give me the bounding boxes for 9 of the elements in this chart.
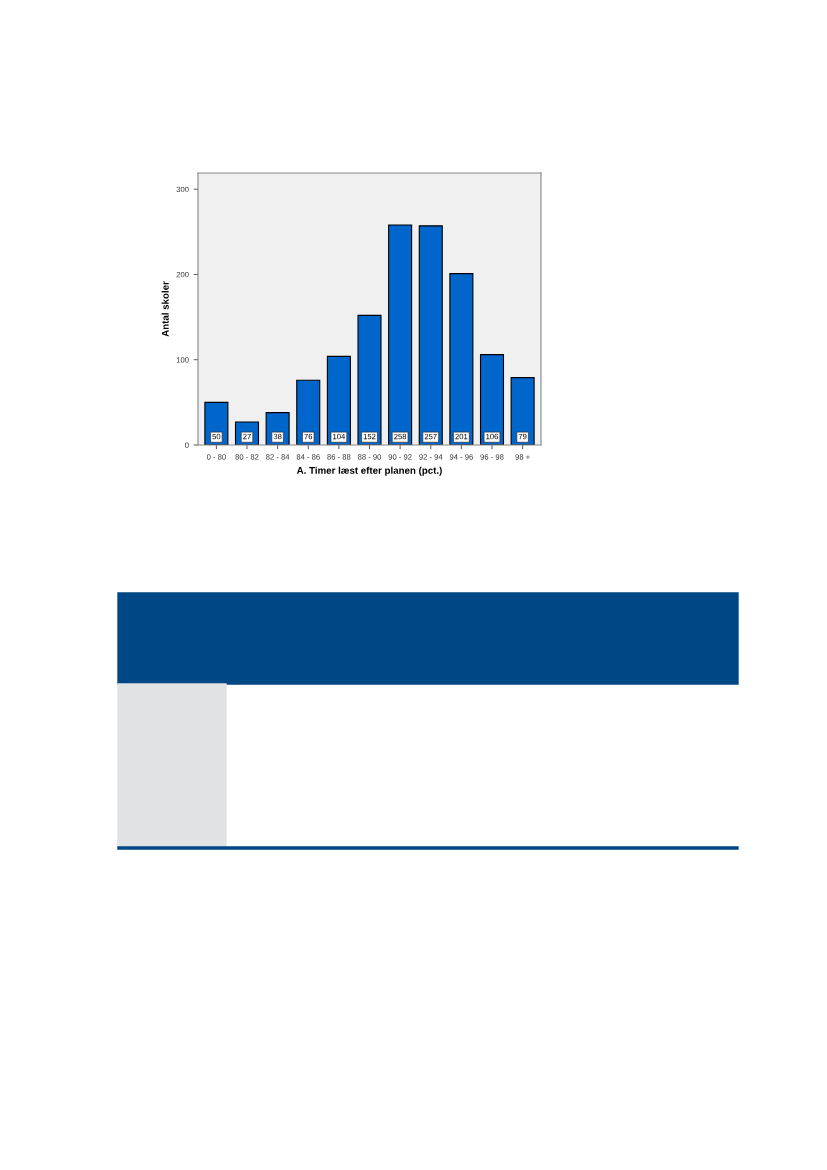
y-axis-title: Antal skoler — [161, 281, 169, 337]
bar — [326, 355, 351, 445]
bar — [479, 354, 505, 445]
bar — [449, 273, 474, 445]
bar — [418, 225, 443, 445]
x-axis-title: A. Timer læst efter planen (pct.) — [296, 466, 442, 476]
bar — [388, 224, 413, 445]
bar — [357, 314, 382, 445]
bar — [510, 377, 535, 445]
